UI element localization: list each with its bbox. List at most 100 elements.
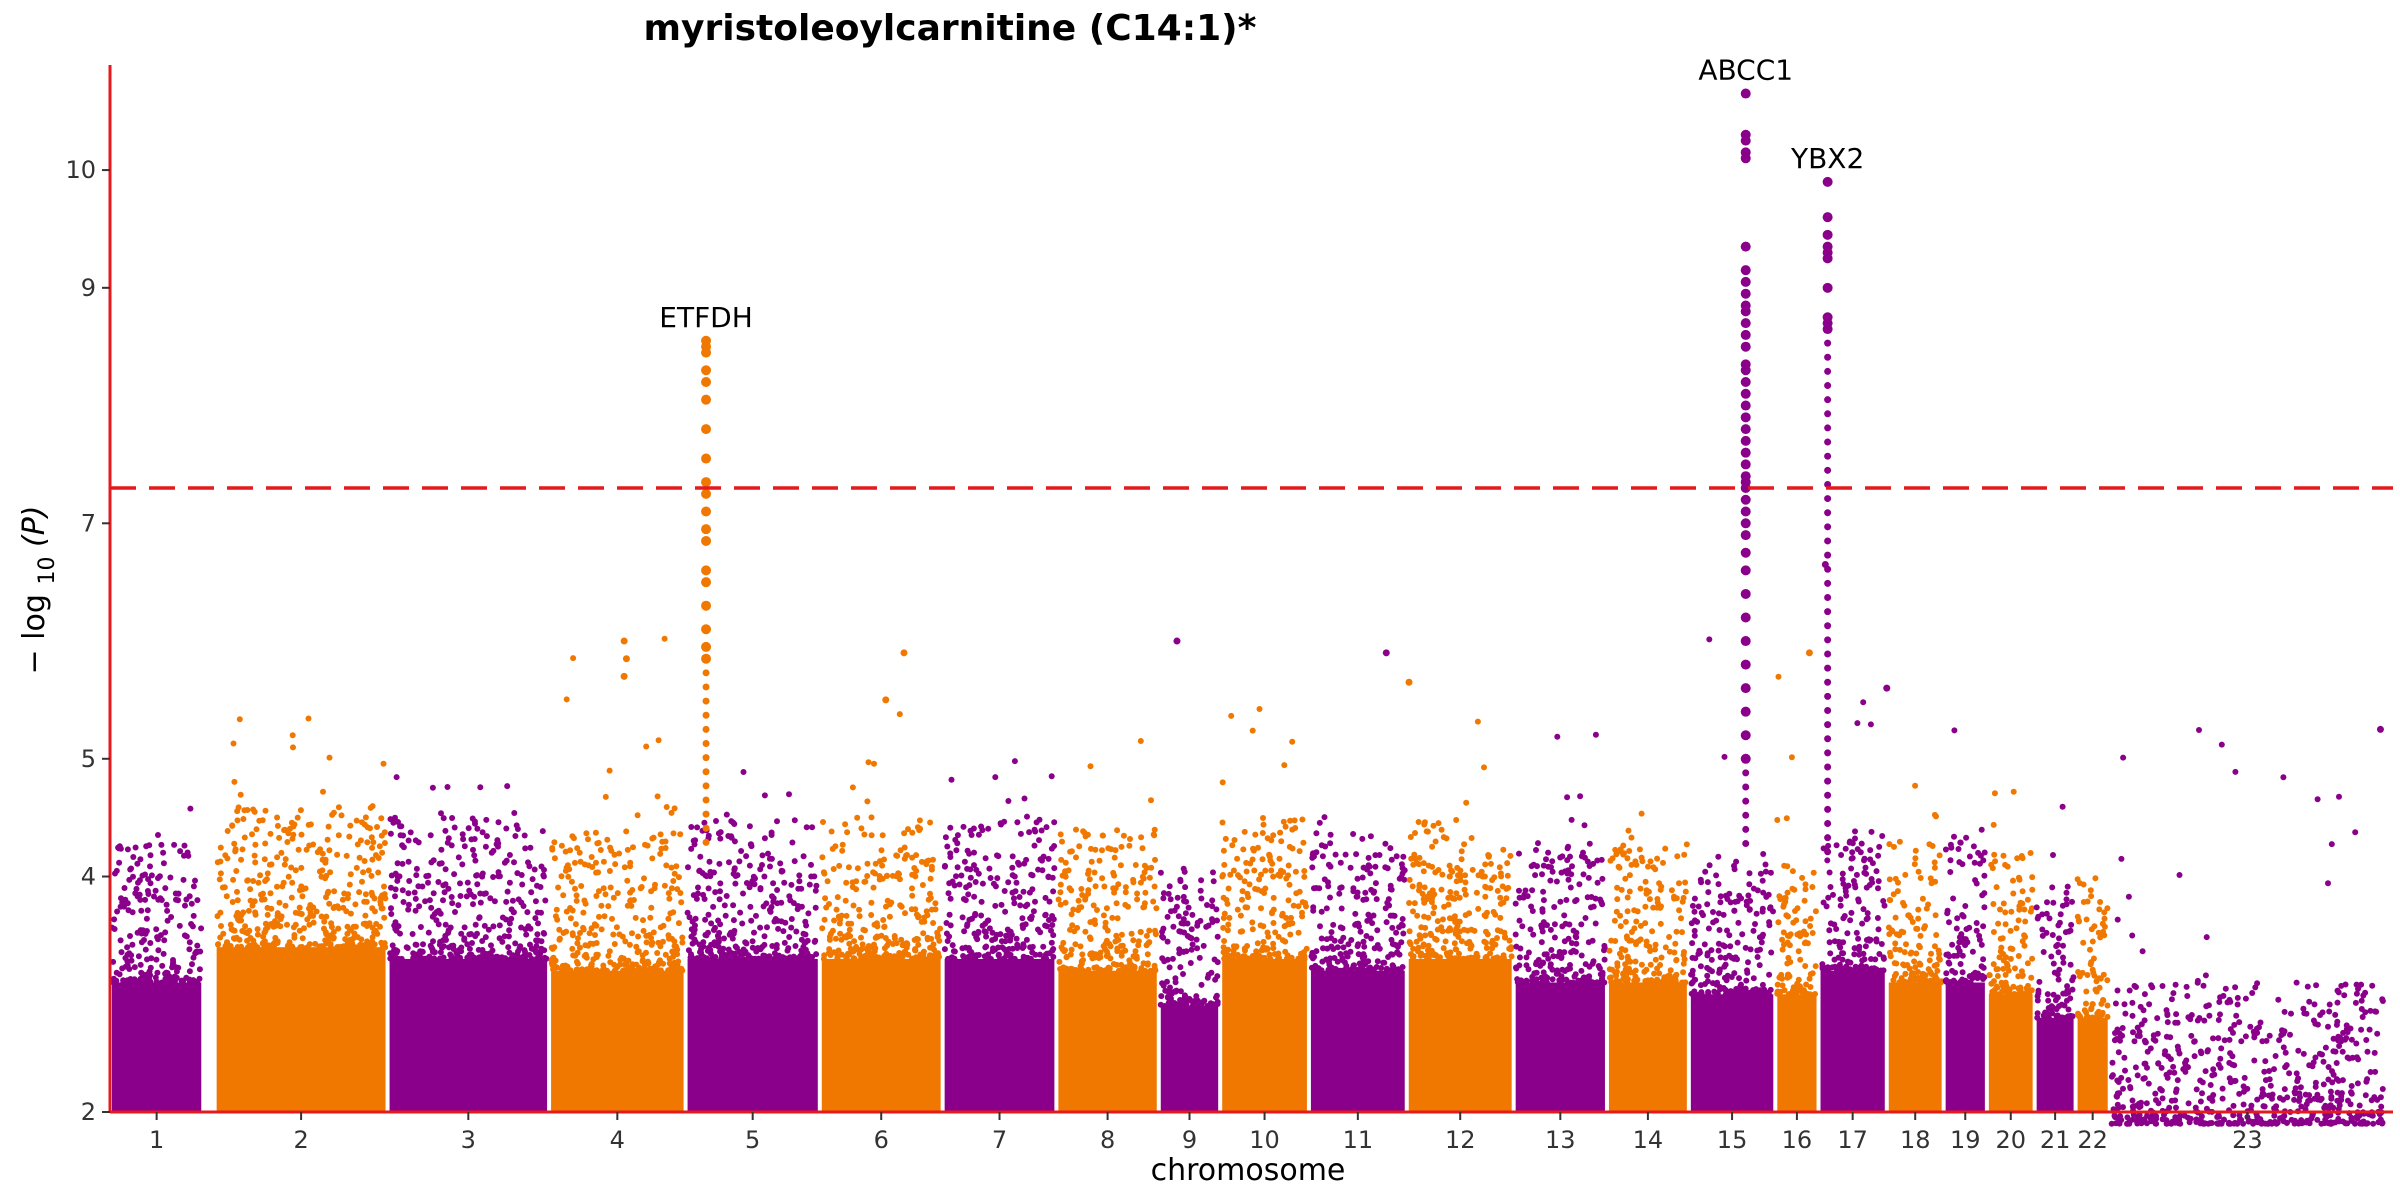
snp-point [370, 839, 377, 846]
snp-point [1770, 908, 1776, 915]
snp-point [1429, 843, 1436, 850]
snp-point [670, 953, 677, 960]
snp-point [675, 920, 682, 927]
snp-point [534, 938, 541, 945]
snp-point [148, 955, 155, 962]
snp-point [1118, 843, 1125, 850]
snp-point [1668, 887, 1675, 894]
snp-point [1516, 887, 1522, 894]
snp-point [2050, 991, 2057, 998]
snp-point [371, 929, 378, 936]
snp-point [1406, 900, 1413, 906]
snp-point [1220, 894, 1227, 901]
snp-point [1706, 636, 1713, 643]
snp-point [1239, 896, 1245, 903]
snp-point [190, 883, 197, 890]
snp-point [1166, 883, 1173, 890]
snp-point [116, 971, 123, 978]
snp-point [1714, 990, 1721, 997]
snp-point [585, 942, 592, 949]
snp-point [688, 845, 695, 852]
snp-point [1586, 840, 1593, 847]
snp-point [909, 892, 916, 899]
snp-point [393, 774, 400, 781]
snp-point [627, 859, 634, 866]
snp-point [1855, 896, 1862, 903]
snp-point [1452, 955, 1459, 962]
snp-point [186, 968, 193, 975]
snp-point [1541, 951, 1548, 958]
snp-point [1866, 882, 1873, 888]
snp-point [1606, 947, 1613, 954]
snp-point [483, 816, 490, 823]
snp-point [828, 828, 835, 835]
snp-point [1194, 919, 1201, 926]
chart-title: myristoleoylcarnitine (C14:1)* [644, 8, 1257, 49]
snp-point [234, 888, 240, 895]
snp-point [1909, 919, 1916, 925]
snp-point [1021, 860, 1028, 867]
snp-point [862, 927, 868, 934]
snp-point [1666, 934, 1673, 940]
snp-point [1092, 883, 1099, 890]
snp-point [1026, 829, 1033, 836]
snp-point [1354, 943, 1361, 950]
snp-point [965, 891, 972, 898]
snp-point [722, 912, 729, 919]
snp-point [1886, 876, 1893, 883]
snp-point [230, 876, 237, 883]
snp-point [1354, 875, 1361, 882]
snp-point [2088, 893, 2095, 900]
snp-point [1453, 878, 1460, 885]
snp-point [593, 954, 600, 961]
snp-point [1731, 907, 1738, 914]
snp-point [1262, 885, 1269, 892]
snp-point [569, 945, 576, 952]
snp-point [1783, 815, 1790, 822]
snp-point [458, 948, 465, 955]
snp-point [1350, 885, 1357, 892]
snp-point [703, 932, 710, 939]
snp-point [2232, 984, 2239, 991]
snp-point [775, 953, 782, 959]
snp-point [640, 917, 646, 924]
snp-point [1931, 859, 1938, 866]
snp-point [1164, 978, 1170, 985]
snp-point [1482, 893, 1489, 900]
snp-point [129, 941, 136, 948]
snp-point [842, 821, 849, 828]
snp-point [442, 827, 449, 834]
snp-point [1975, 849, 1982, 856]
snp-point [160, 950, 167, 957]
snp-point [135, 953, 142, 960]
snp-point [1618, 954, 1625, 961]
snp-point [704, 947, 711, 954]
snp-point [1735, 919, 1742, 926]
snp-point [323, 894, 329, 901]
snp-point [1943, 970, 1950, 977]
snp-point [1746, 870, 1753, 877]
snp-point [2019, 855, 2026, 862]
snp-point [971, 893, 978, 900]
snp-point [415, 839, 422, 846]
snp-point [217, 870, 224, 877]
snp-point [695, 884, 701, 891]
snp-point [1468, 942, 1475, 949]
snp-point [556, 926, 563, 933]
snp-point [1954, 915, 1961, 922]
snp-point [575, 935, 581, 942]
snp-point [405, 901, 412, 908]
snp-point [1016, 894, 1023, 900]
snp-point [1017, 830, 1024, 837]
snp-point [2017, 899, 2024, 906]
snp-point [898, 936, 905, 943]
snp-point [2083, 916, 2090, 923]
snp-point [1868, 828, 1875, 835]
snp-point [1148, 864, 1155, 871]
snp-point [1237, 912, 1244, 919]
snp-point [164, 907, 171, 914]
snp-point [134, 893, 141, 900]
snp-point [1943, 951, 1950, 958]
snp-point [2015, 953, 2022, 959]
snp-point [605, 952, 612, 959]
